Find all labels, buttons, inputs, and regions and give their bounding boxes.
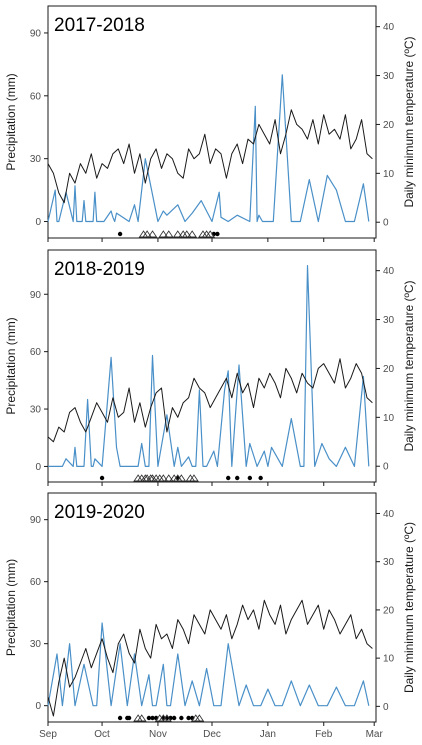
panel-frame	[47, 249, 377, 483]
event-triangle	[187, 230, 198, 238]
panel-frame	[47, 492, 377, 723]
event-circle	[117, 715, 123, 721]
event-circle	[126, 715, 132, 721]
event-triangle	[172, 230, 183, 238]
event-circle	[226, 475, 231, 481]
y-left-tick-label: 60	[30, 91, 42, 102]
y-right-tick-label: 10	[383, 413, 395, 424]
series-line-temperature	[47, 599, 373, 717]
x-tick-label: Oct	[94, 729, 110, 740]
y-left-tick-label: 0	[35, 701, 41, 712]
event-triangle	[163, 474, 174, 482]
panel-1: 2017-2018 0 30 60 90 0 10 20 30 40 Precipitation (…	[4, 5, 416, 242]
event-triangle	[136, 714, 147, 722]
y-right-tick-label: 0	[383, 218, 389, 229]
y-right-tick-label: 0	[383, 702, 389, 713]
panel-title: 2017-2018	[54, 15, 145, 36]
panel-2: 2018-2019 0 30 60 90 0 10 20 30 40 Precipitation (…	[4, 249, 416, 486]
event-circle	[171, 715, 177, 721]
event-triangle	[158, 474, 169, 482]
event-circle	[215, 231, 220, 237]
y-right-tick-label: 20	[383, 120, 395, 131]
event-triangle	[158, 230, 169, 238]
y-left-tick-label: 90	[30, 515, 42, 526]
event-circle	[186, 715, 191, 721]
y-left-tick-label: 60	[30, 347, 42, 358]
panel-title: 2019-2020	[54, 502, 145, 523]
y-right-tick-label: 10	[383, 169, 395, 180]
event-circle	[117, 231, 123, 237]
series-line-temperature	[47, 358, 373, 443]
x-tick-label: Dec	[203, 729, 221, 740]
x-tick-label: Jan	[260, 729, 276, 740]
x-tick-label: Mar	[366, 729, 384, 740]
x-tick-label: Sep	[39, 729, 57, 740]
event-triangle	[147, 230, 158, 238]
y-left-tick-label: 30	[30, 639, 42, 650]
event-circle	[258, 475, 263, 481]
y-left-tick-label: 60	[30, 577, 42, 588]
event-triangle	[163, 230, 174, 238]
y-right-label: Daily minimum temperature (ºC)	[402, 36, 416, 207]
y-left-tick-label: 0	[35, 462, 41, 473]
y-right-tick-label: 10	[383, 654, 395, 665]
event-triangle	[194, 714, 205, 722]
panel-3: 2019-2020 0 30 60 90 0 10 20 30 40 Precipitation (…	[4, 492, 416, 740]
y-right-tick-label: 40	[383, 509, 395, 520]
x-tick-label: Feb	[315, 729, 333, 740]
y-left-label: Precipitation (mm)	[4, 73, 18, 170]
y-left-label: Precipitation (mm)	[4, 317, 18, 414]
series-line-temperature	[47, 109, 373, 204]
y-right-label: Daily minimum temperature (ºC)	[402, 522, 416, 693]
panel-frame	[47, 5, 377, 239]
event-triangle	[205, 230, 216, 238]
event-circle	[179, 715, 184, 721]
event-circle	[247, 475, 253, 481]
y-right-tick-label: 30	[383, 71, 395, 82]
y-right-tick-label: 30	[383, 315, 395, 326]
event-circle	[146, 715, 152, 721]
series-line-precipitation	[47, 74, 370, 223]
y-left-tick-label: 0	[35, 217, 41, 228]
y-right-tick-label: 30	[383, 557, 395, 568]
event-circle	[99, 475, 105, 481]
event-triangle	[181, 230, 192, 238]
y-right-label: Daily minimum temperature (ºC)	[402, 280, 416, 451]
y-right-tick-label: 0	[383, 462, 389, 473]
event-triangle	[142, 230, 152, 238]
y-left-tick-label: 30	[30, 405, 42, 416]
y-right-tick-label: 20	[383, 364, 395, 375]
event-triangle	[176, 474, 187, 482]
event-triangle	[189, 474, 199, 482]
series-line-precipitation	[47, 622, 370, 707]
y-right-tick-label: 20	[383, 605, 395, 616]
panel-title: 2018-2019	[54, 259, 145, 280]
y-right-tick-label: 40	[383, 266, 395, 277]
event-circle	[235, 475, 240, 481]
y-left-tick-label: 90	[30, 290, 42, 301]
y-left-tick-label: 90	[30, 28, 42, 39]
x-tick-label: Nov	[149, 729, 167, 740]
y-right-tick-label: 40	[383, 22, 395, 33]
series-line-precipitation	[48, 265, 370, 467]
y-left-tick-label: 30	[30, 154, 42, 165]
y-left-label: Precipitation (mm)	[4, 559, 18, 656]
event-circle	[150, 715, 155, 721]
event-triangle	[162, 714, 172, 722]
